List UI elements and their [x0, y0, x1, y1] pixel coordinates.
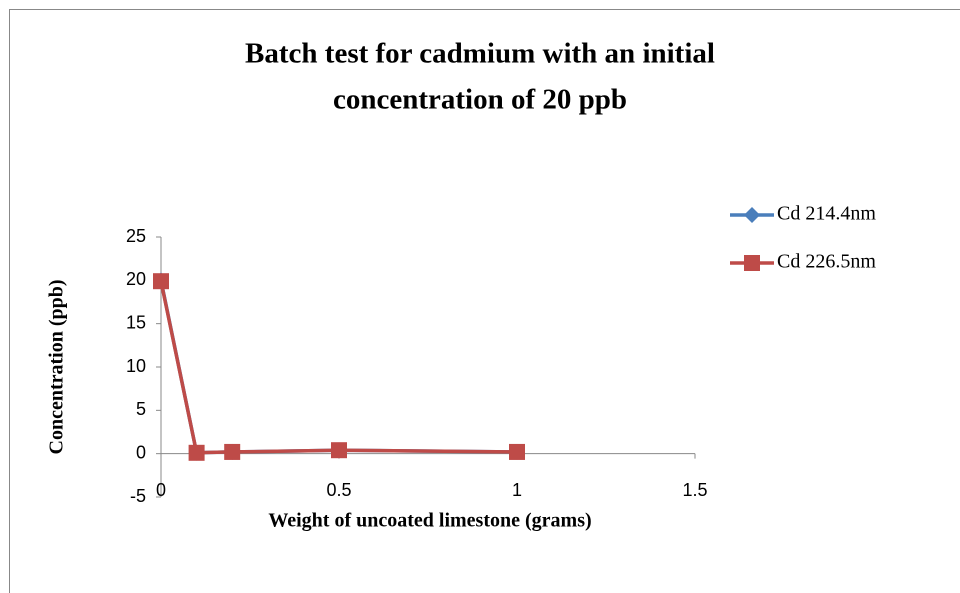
x-tick-label: 0: [156, 480, 166, 500]
y-axis-label: Concentration (ppb): [46, 279, 68, 454]
data-point: [509, 443, 525, 460]
y-tick-label: 15: [126, 312, 146, 332]
y-tick-label: 20: [126, 269, 146, 289]
x-axis-label: Weight of uncoated limestone (grams): [268, 510, 591, 532]
x-tick-label: 1: [512, 480, 522, 500]
y-tick-label: -5: [130, 486, 146, 506]
y-tick-label: 10: [126, 356, 146, 376]
data-point: [153, 273, 169, 290]
data-point: [188, 444, 205, 461]
legend-marker: [744, 255, 760, 271]
data-point: [224, 443, 241, 460]
y-tick-label: 25: [126, 226, 146, 246]
x-tick-label: 0.5: [326, 480, 351, 500]
y-tick-label: 5: [136, 399, 146, 419]
chart-title: Batch test for cadmium with an initial: [245, 38, 715, 70]
legend-marker: [744, 207, 760, 223]
x-tick-label: 1.5: [682, 480, 707, 500]
chart-border: [9, 9, 960, 593]
y-tick-label: 0: [136, 442, 146, 462]
chart-title: concentration of 20 ppb: [333, 84, 627, 116]
legend-label: Cd 214.4nm: [777, 203, 876, 225]
data-point: [331, 442, 347, 459]
legend-label: Cd 226.5nm: [777, 251, 876, 273]
